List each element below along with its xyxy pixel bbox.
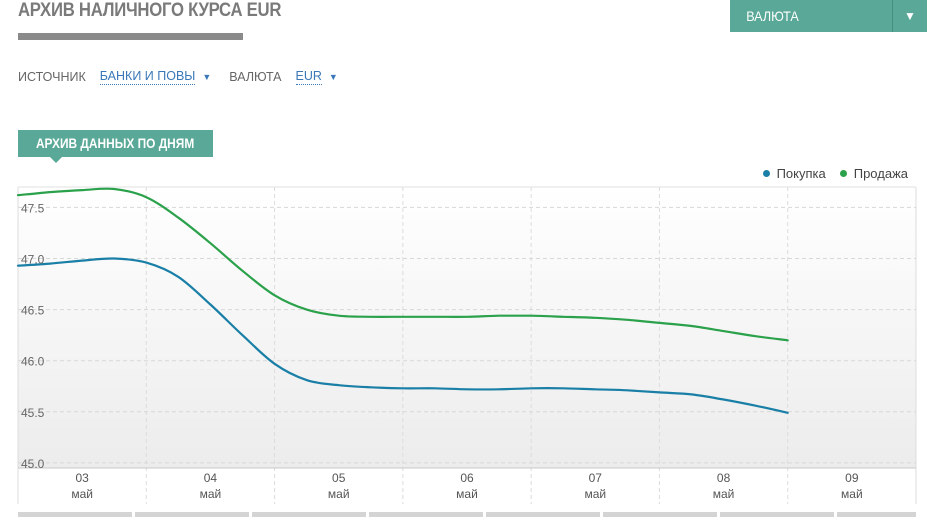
y-tick-label: 47.0 [21, 253, 45, 267]
legend-label-sell: Продажа [853, 166, 908, 181]
x-tick-day-label: 08 [717, 471, 731, 485]
x-tick-month-label: май [328, 487, 350, 501]
x-tick-day-label: 03 [75, 471, 89, 485]
y-tick-label: 47.5 [21, 201, 45, 215]
source-dropdown-arrow-icon[interactable]: ▼ [202, 72, 212, 82]
series-line-buy [16, 257, 789, 414]
page-title: АРХИВ НАЛИЧНОГО КУРСА EUR [18, 0, 282, 21]
title-underline [18, 33, 243, 40]
currency-dropdown-arrow-icon[interactable]: ▼ [328, 72, 338, 82]
tab-daily-archive[interactable]: АРХИВ ДАННЫХ ПО ДНЯМ [18, 130, 213, 163]
series-line-sell [16, 187, 789, 342]
x-tick-day-label: 04 [204, 471, 218, 485]
x-tick-month-label: май [584, 487, 606, 501]
x-tick-month-label: май [71, 487, 93, 501]
tab-daily-archive-label: АРХИВ ДАННЫХ ПО ДНЯМ [36, 135, 195, 151]
legend-dot-buy [762, 170, 770, 177]
filter-bar: ИСТОЧНИК БАНКИ И ПОВЫ ▼ ВАЛЮТА EUR ▼ [18, 69, 356, 85]
x-tick-month-label: май [713, 487, 735, 501]
legend-dot-sell [839, 170, 847, 177]
x-tick-day-label: 07 [589, 471, 603, 485]
source-select[interactable]: БАНКИ И ПОВЫ [99, 69, 196, 85]
currency-dropdown-button[interactable]: ВАЛЮТА ▼ [730, 0, 927, 32]
currency-select[interactable]: EUR [295, 69, 322, 85]
chevron-down-icon[interactable]: ▼ [892, 0, 927, 32]
legend-item-buy[interactable]: Покупка [762, 166, 826, 181]
currency-label: ВАЛЮТА [229, 70, 282, 84]
y-tick-label: 46.5 [21, 304, 45, 318]
bottom-scroll-strip [18, 512, 916, 517]
y-tick-label: 45.5 [21, 406, 45, 420]
chart-legend: Покупка Продажа [762, 166, 908, 181]
currency-dropdown-label: ВАЛЮТА [746, 8, 799, 24]
x-tick-day-label: 09 [845, 471, 859, 485]
x-tick-month-label: май [841, 487, 863, 501]
legend-label-buy: Покупка [776, 166, 826, 181]
y-tick-label: 45.0 [21, 457, 45, 471]
x-tick-day-label: 05 [332, 471, 346, 485]
y-tick-label: 46.0 [21, 355, 45, 369]
x-tick-month-label: май [456, 487, 478, 501]
x-tick-month-label: май [200, 487, 222, 501]
legend-item-sell[interactable]: Продажа [839, 166, 908, 181]
x-tick-day-label: 06 [460, 471, 474, 485]
plot-area [18, 187, 916, 468]
source-label: ИСТОЧНИК [18, 70, 86, 84]
